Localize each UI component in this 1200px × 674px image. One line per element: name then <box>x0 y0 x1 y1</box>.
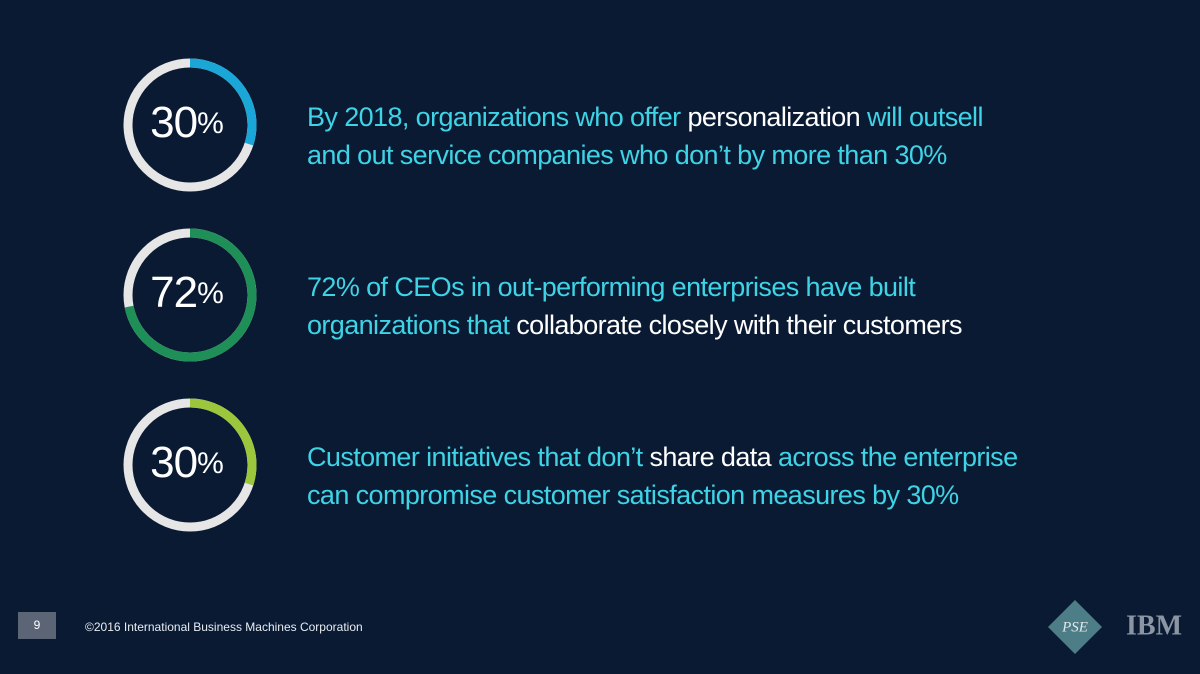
ring-arc <box>189 398 257 486</box>
stat-unit: % <box>197 107 224 140</box>
stat-number: 30% <box>150 438 224 487</box>
description-line: 72% of CEOs in out-performing enterprise… <box>307 272 916 302</box>
stat-number: 30% <box>150 98 224 147</box>
pse-logo <box>1048 600 1102 654</box>
stat-unit: % <box>197 277 224 310</box>
description-line: and out service companies who don’t by m… <box>307 140 947 170</box>
description-line: can compromise customer satisfaction mea… <box>307 480 959 510</box>
stat-unit: % <box>197 447 224 480</box>
ring-arc <box>124 228 257 362</box>
ibm-logo: IBM <box>1126 610 1182 641</box>
description-segment: 72% of CEOs in out-performing enterprise… <box>307 272 916 302</box>
page-number: 9 <box>34 618 41 632</box>
stat-number: 72% <box>150 268 224 317</box>
stat-value: 30 <box>150 98 197 147</box>
description-segment: across the enterprise <box>771 442 1017 472</box>
description-segment: collaborate closely with their customers <box>516 310 962 340</box>
description-segment: and out service companies who don’t by m… <box>307 140 947 170</box>
page-box <box>18 612 56 639</box>
description-segment: organizations that <box>307 310 516 340</box>
ring-arc <box>189 58 257 146</box>
description-segment: can compromise customer satisfaction mea… <box>307 480 959 510</box>
description-segment: personalization <box>687 102 860 132</box>
description-line: Customer initiatives that don’t share da… <box>307 442 1018 472</box>
description-segment: Customer initiatives that don’t <box>307 442 649 472</box>
pse-text: PSE <box>1061 619 1088 635</box>
description-line: organizations that collaborate closely w… <box>307 310 962 340</box>
description-segment: By 2018, organizations who offer <box>307 102 687 132</box>
description-segment: share data <box>649 442 772 472</box>
stat-value: 30 <box>150 438 197 487</box>
description-segment: will outsell <box>860 102 983 132</box>
description-line: By 2018, organizations who offer persona… <box>307 102 983 132</box>
copyright: ©2016 International Business Machines Co… <box>85 620 363 634</box>
stat-value: 72 <box>150 268 197 317</box>
